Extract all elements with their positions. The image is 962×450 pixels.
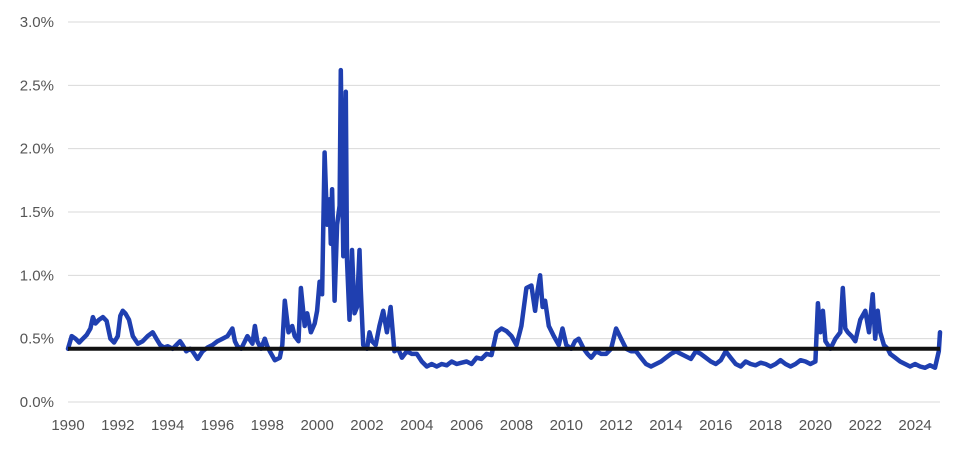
y-tick-label: 2.0% — [20, 141, 54, 158]
y-axis-tick-labels: 0.0% 0.5% 1.0% 1.5% 2.0% 2.5% 3.0% — [20, 14, 54, 411]
x-tick-label: 2018 — [749, 417, 782, 434]
x-tick-label: 2000 — [300, 417, 333, 434]
x-tick-label: 2006 — [450, 417, 483, 434]
x-tick-label: 2010 — [550, 417, 583, 434]
x-tick-label: 1998 — [251, 417, 284, 434]
series-line — [65, 67, 943, 371]
x-tick-label: 2002 — [350, 417, 383, 434]
y-tick-label: 1.0% — [20, 267, 54, 284]
x-tick-label: 1992 — [101, 417, 134, 434]
x-tick-label: 2016 — [699, 417, 732, 434]
x-tick-label: 2012 — [599, 417, 632, 434]
x-tick-label: 1996 — [201, 417, 234, 434]
x-tick-label: 1990 — [51, 417, 84, 434]
y-tick-label: 1.5% — [20, 204, 54, 221]
y-tick-label: 2.5% — [20, 77, 54, 94]
x-tick-label: 2008 — [500, 417, 533, 434]
y-tick-label: 0.0% — [20, 394, 54, 411]
series-layer — [65, 67, 943, 371]
x-tick-label: 2020 — [799, 417, 832, 434]
x-tick-label: 2004 — [400, 417, 433, 434]
x-tick-label: 2024 — [898, 417, 931, 434]
y-tick-label: 0.5% — [20, 331, 54, 348]
y-tick-label: 3.0% — [20, 14, 54, 31]
x-tick-label: 1994 — [151, 417, 184, 434]
gridlines — [68, 21, 940, 403]
x-axis-tick-labels: 1990 1992 1994 1996 1998 2000 2002 2004 2006 2008… — [51, 417, 931, 434]
x-tick-label: 2014 — [649, 417, 682, 434]
x-tick-label: 2022 — [849, 417, 882, 434]
